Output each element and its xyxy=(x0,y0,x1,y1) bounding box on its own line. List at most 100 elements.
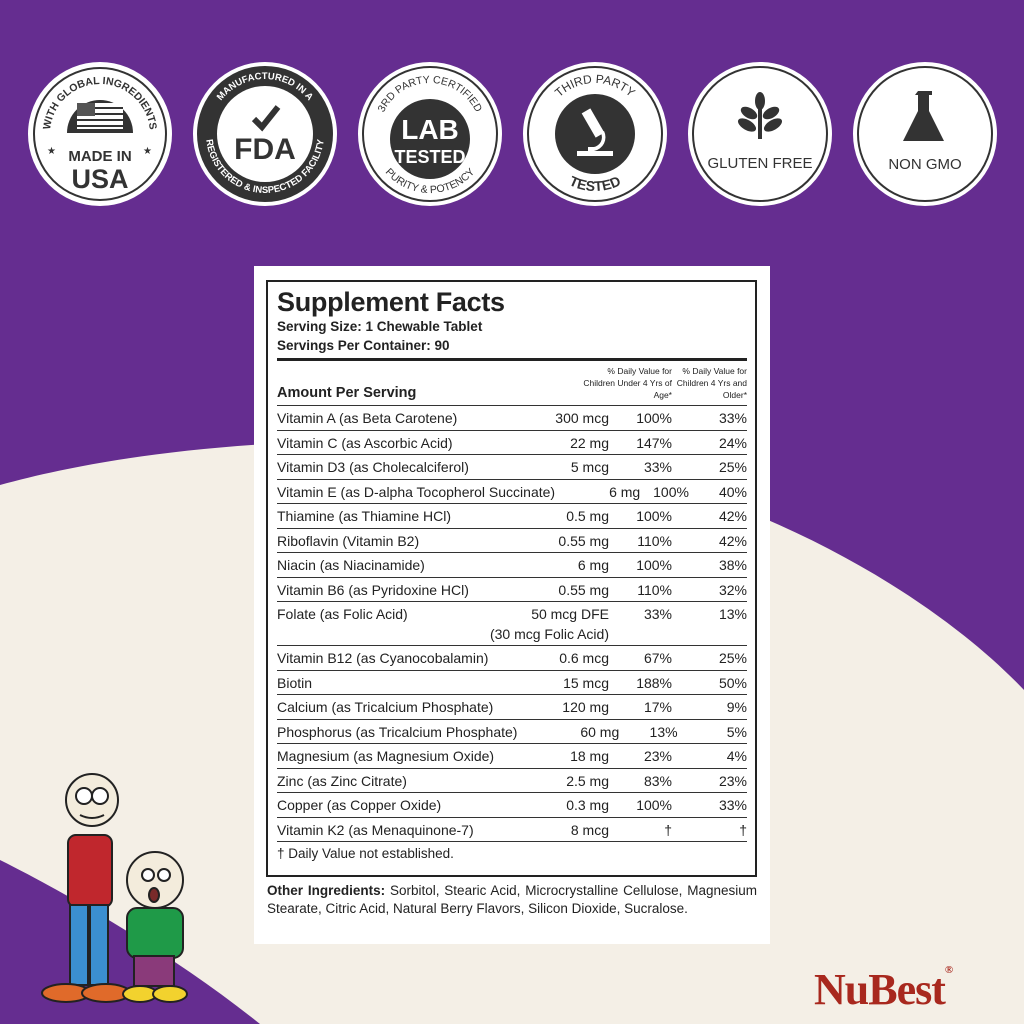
nutrient-name: Riboflavin (Vitamin B2) xyxy=(277,532,420,549)
gluten-free-badge: GLUTEN FREE xyxy=(688,62,832,206)
svg-text:★: ★ xyxy=(47,146,56,157)
nutrient-name: Niacin (as Niacinamide) xyxy=(277,557,425,573)
dv-4plus: † xyxy=(739,821,747,838)
nutrient-name: Magnesium (as Magnesium Oxide) xyxy=(277,748,495,764)
amount: 300 mcg xyxy=(555,410,609,426)
amount: 60 mg xyxy=(580,723,620,740)
footnote: † Daily Value not established. xyxy=(277,841,747,866)
facts-title: Supplement Facts xyxy=(277,287,505,317)
amount: 50 mcg DFE (30 mcg Folic Acid) xyxy=(489,606,609,642)
svg-text:USA: USA xyxy=(71,164,128,194)
dv-under4: 110% xyxy=(637,581,672,598)
dv-4plus: 23% xyxy=(718,772,747,789)
table-row: Vitamin E (as D-alpha Tocopherol Succina… xyxy=(277,478,747,504)
table-row: Vitamin B6 (as Pyridoxine HCl) 0.55 mg 110… xyxy=(277,576,747,602)
dv-under4: 110% xyxy=(637,532,672,549)
dv-4plus: 24% xyxy=(718,434,747,451)
dv-4plus: 42% xyxy=(718,532,747,549)
dv-4plus: 4% xyxy=(726,748,747,764)
lab-tested-badge: 3RD PARTY CERTIFIED PURITY & POTENCY LAB… xyxy=(358,62,502,206)
dv-under4: 100% xyxy=(636,557,672,573)
dv-under4: 100% xyxy=(636,797,672,813)
dv-4plus: 33% xyxy=(718,410,747,426)
dv-under4-header: % Daily Value for Children Under 4 Yrs o… xyxy=(583,366,672,400)
dv-under4: 100% xyxy=(653,483,689,500)
table-row: Biotin 15 mcg 188% 50% xyxy=(277,669,747,695)
amount: 15 mcg xyxy=(563,674,609,691)
dv-4plus: 38% xyxy=(718,557,747,573)
nutrient-name: Biotin xyxy=(277,674,313,691)
serving-size: Serving Size: 1 Chewable Tablet xyxy=(277,319,483,334)
dv-under4: 83% xyxy=(643,772,672,789)
small-kid-illustration xyxy=(122,851,188,1003)
checkmark-icon xyxy=(251,105,281,132)
amount: 0.3 mg xyxy=(566,797,609,813)
dv-4plus: 32% xyxy=(718,581,747,598)
nutrient-name: Folate (as Folic Acid) xyxy=(277,606,408,622)
dv-under4: 17% xyxy=(643,699,672,715)
other-ingredients-label: Other Ingredients: xyxy=(267,883,386,898)
table-row: Phosphorus (as Tricalcium Phosphate) 60 m… xyxy=(277,718,747,744)
table-row: Vitamin D3 (as Cholecalciferol) 5 mcg 33% 2… xyxy=(277,454,747,479)
table-row: Vitamin A (as Beta Carotene) 300 mcg 100% 3… xyxy=(277,405,747,430)
fda-badge: MANUFACTURED IN A REGISTERED & INSPECTED… xyxy=(193,62,337,206)
amount: 6 mg xyxy=(577,557,609,573)
table-row: Folate (as Folic Acid) 50 mcg DFE (30 mcg … xyxy=(277,601,747,645)
supplement-facts-table: Supplement Facts Serving Size: 1 Chewabl… xyxy=(266,280,757,877)
nutrient-name: Phosphorus (as Tricalcium Phosphate) xyxy=(277,723,518,740)
dv-under4: 33% xyxy=(643,606,672,622)
made-in-usa-badge: WITH GLOBAL INGREDIENTS MADE IN USA ★ ★ xyxy=(28,62,172,206)
nutrient-name: Vitamin B6 (as Pyridoxine HCl) xyxy=(277,581,469,598)
amount: 0.55 mg xyxy=(558,532,609,549)
other-ingredients-text: Sorbitol, Stearic Acid, Microcrystalline… xyxy=(267,883,758,916)
amount: 8 mcg xyxy=(570,821,609,838)
flask-icon xyxy=(903,91,944,141)
dv-4plus: 42% xyxy=(718,508,747,524)
dv-under4: 67% xyxy=(643,650,672,666)
microscope-icon xyxy=(577,108,613,156)
tall-kid-illustration xyxy=(41,773,131,1003)
nubest-logo: NuBest® xyxy=(814,964,953,1014)
nutrient-name: Calcium (as Tricalcium Phosphate) xyxy=(277,699,494,715)
nutrient-name: Copper (as Copper Oxide) xyxy=(277,797,442,813)
nutrient-name: Vitamin K2 (as Menaquinone-7) xyxy=(277,821,474,838)
us-flag-icon xyxy=(77,103,123,129)
amount: 5 mcg xyxy=(570,459,609,475)
svg-text:FDA: FDA xyxy=(234,133,296,166)
nutrient-rows: Vitamin A (as Beta Carotene) 300 mcg 100% 3… xyxy=(277,405,747,841)
amount: 6 mg xyxy=(609,483,641,500)
amount: 2.5 mg xyxy=(566,772,609,789)
svg-text:TESTED: TESTED xyxy=(567,173,623,195)
nutrient-name: Zinc (as Zinc Citrate) xyxy=(277,772,407,789)
amount-per-serving-header: Amount Per Serving xyxy=(277,385,417,401)
dv-4plus: 5% xyxy=(726,723,747,740)
dv-under4: 23% xyxy=(643,748,672,764)
table-row: Vitamin C (as Ascorbic Acid) 22 mg 147% 24% xyxy=(277,429,747,455)
dv-4plus: 25% xyxy=(718,650,747,666)
amount: 0.5 mg xyxy=(566,508,609,524)
table-row: Thiamine (as Thiamine HCl) 0.5 mg 100% 42% xyxy=(277,503,747,528)
dv-4plus: 50% xyxy=(718,674,747,691)
other-ingredients: Other Ingredients: Sorbitol, Stearic Aci… xyxy=(267,882,757,918)
svg-text:NON GMO: NON GMO xyxy=(888,156,961,173)
non-gmo-badge: NON GMO xyxy=(853,62,997,206)
svg-text:LAB: LAB xyxy=(401,114,459,145)
table-row: Niacin (as Niacinamide) 6 mg 100% 38% xyxy=(277,552,747,577)
dv-4plus: 40% xyxy=(718,483,747,500)
third-party-tested-badge: THIRD PARTY TESTED xyxy=(523,62,667,206)
table-row: Calcium (as Tricalcium Phosphate) 120 mg 1… xyxy=(277,694,747,719)
svg-text:TESTED: TESTED xyxy=(394,147,465,167)
dv-under4: 33% xyxy=(643,459,672,475)
dv-4plus: 13% xyxy=(718,606,747,622)
dv-4plus-header: % Daily Value for Children 4 Yrs and Old… xyxy=(676,366,747,400)
supplement-facts-panel: Supplement Facts Serving Size: 1 Chewabl… xyxy=(254,266,770,944)
dv-4plus: 25% xyxy=(718,459,747,475)
svg-text:GLUTEN FREE: GLUTEN FREE xyxy=(707,155,812,172)
amount: 22 mg xyxy=(570,434,609,451)
nutrient-name: Thiamine (as Thiamine HCl) xyxy=(277,508,452,524)
table-row: Magnesium (as Magnesium Oxide) 18 mg 23% 4% xyxy=(277,743,747,768)
nutrient-name: Vitamin A (as Beta Carotene) xyxy=(277,410,458,426)
nutrient-name: Vitamin D3 (as Cholecalciferol) xyxy=(277,459,469,475)
amount: 120 mg xyxy=(562,699,609,715)
svg-text:MADE IN: MADE IN xyxy=(68,148,131,165)
